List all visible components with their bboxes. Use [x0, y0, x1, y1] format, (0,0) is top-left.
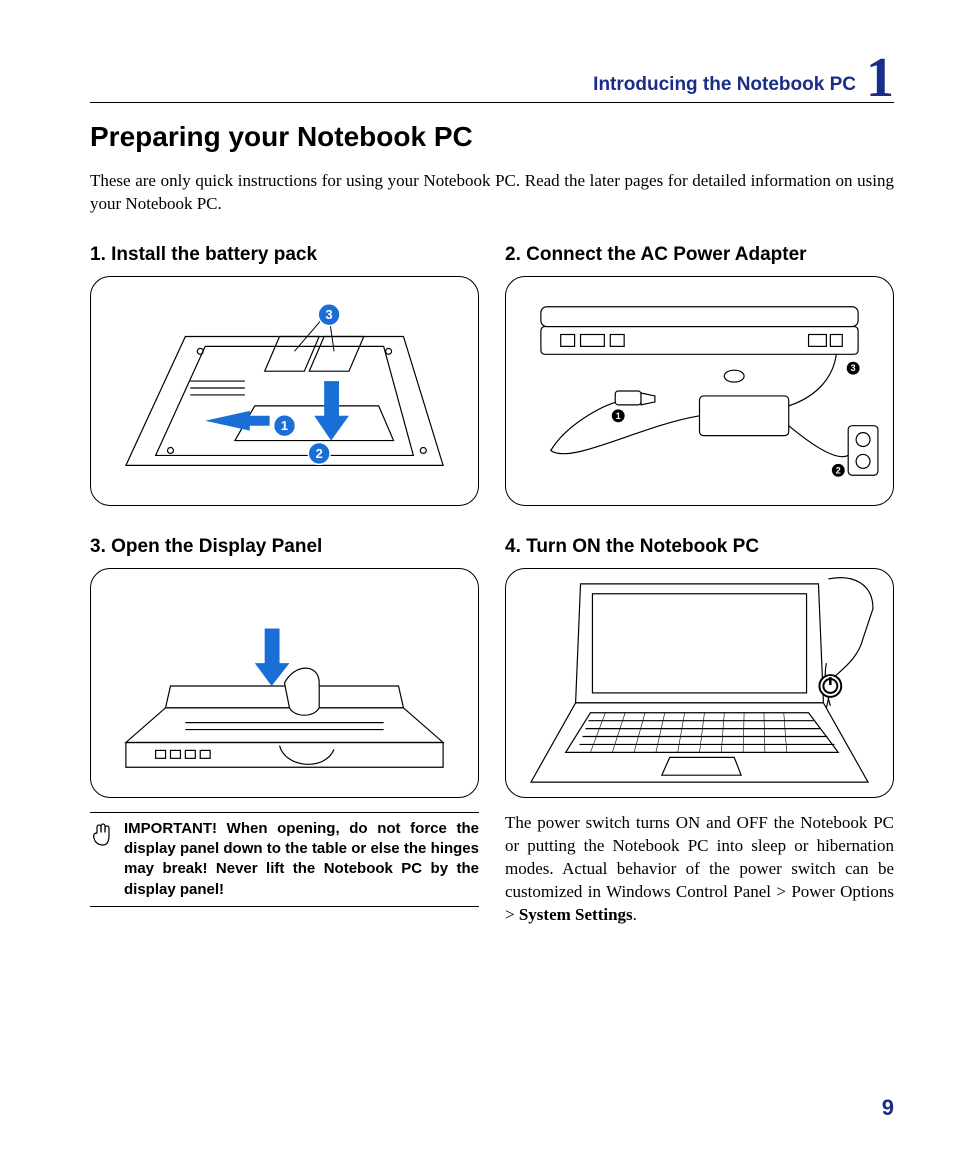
page-header: Introducing the Notebook PC 1 — [90, 50, 894, 103]
callout-2: 2 — [316, 446, 323, 461]
step-3-illustration — [90, 568, 479, 798]
callout-1: 1 — [281, 418, 288, 433]
step-4-illustration — [505, 568, 894, 798]
callout-s2-1: 1 — [616, 411, 621, 421]
step-4-heading: 4. Turn ON the Notebook PC — [505, 536, 894, 558]
important-note: IMPORTANT! When opening, do not force th… — [90, 812, 479, 907]
callout-3: 3 — [326, 307, 333, 322]
page-number: 9 — [882, 1095, 894, 1121]
section-title: Introducing the Notebook PC — [593, 74, 856, 102]
step-1-illustration: 1 2 3 — [90, 276, 479, 506]
step-1-heading: 1. Install the battery pack — [90, 244, 479, 266]
step-4: 4. Turn ON the Notebook PC — [505, 536, 894, 944]
step-3: 3. Open the Display Panel — [90, 536, 479, 944]
hand-icon — [90, 819, 114, 900]
power-text-post: . — [633, 905, 637, 924]
power-text-bold: System Settings — [519, 905, 633, 924]
callout-s2-2: 2 — [836, 465, 841, 475]
manual-page: Introducing the Notebook PC 1 Preparing … — [0, 0, 954, 1155]
page-title: Preparing your Notebook PC — [90, 121, 894, 153]
step-2-heading: 2. Connect the AC Power Adapter — [505, 244, 894, 266]
important-note-text: IMPORTANT! When opening, do not force th… — [124, 819, 479, 900]
power-description: The power switch turns ON and OFF the No… — [505, 812, 894, 927]
step-2-illustration: 1 2 3 — [505, 276, 894, 506]
step-1: 1. Install the battery pack — [90, 244, 479, 506]
step-3-heading: 3. Open the Display Panel — [90, 536, 479, 558]
intro-paragraph: These are only quick instructions for us… — [90, 170, 894, 216]
step-2: 2. Connect the AC Power Adapter — [505, 244, 894, 506]
callout-s2-3: 3 — [851, 363, 856, 373]
steps-grid: 1. Install the battery pack — [90, 244, 894, 944]
chapter-number: 1 — [866, 56, 894, 101]
